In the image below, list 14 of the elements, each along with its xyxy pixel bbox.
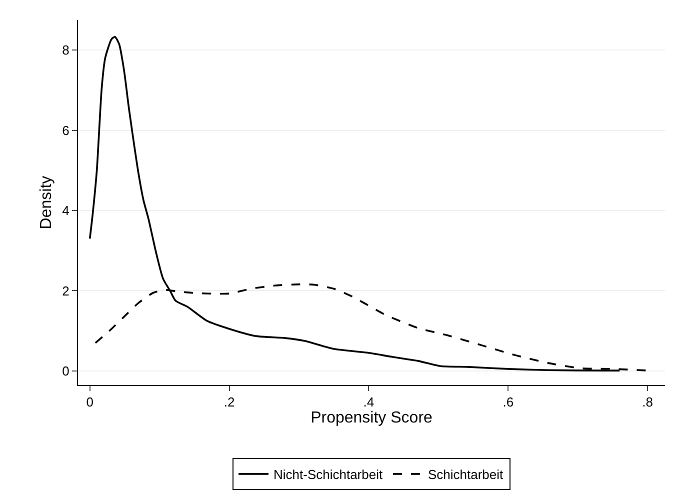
y-tick-label: 8 (62, 42, 70, 58)
x-tick-label: .6 (502, 394, 514, 410)
y-axis-title: Density (38, 176, 56, 230)
x-axis-title: Propensity Score (310, 410, 433, 427)
legend-label: Schichtarbeit (428, 467, 504, 482)
y-tick-label: 6 (62, 122, 70, 138)
legend-label: Nicht-Schichtarbeit (274, 467, 383, 482)
y-tick-label: 0 (62, 364, 70, 379)
y-tick-label: 4 (62, 203, 70, 218)
x-tick-label: .8 (642, 394, 653, 410)
y-tick-label: 2 (62, 283, 70, 298)
x-tick-label: .2 (224, 394, 235, 410)
x-tick-label: 0 (86, 394, 94, 410)
x-tick-label: .4 (363, 394, 374, 410)
